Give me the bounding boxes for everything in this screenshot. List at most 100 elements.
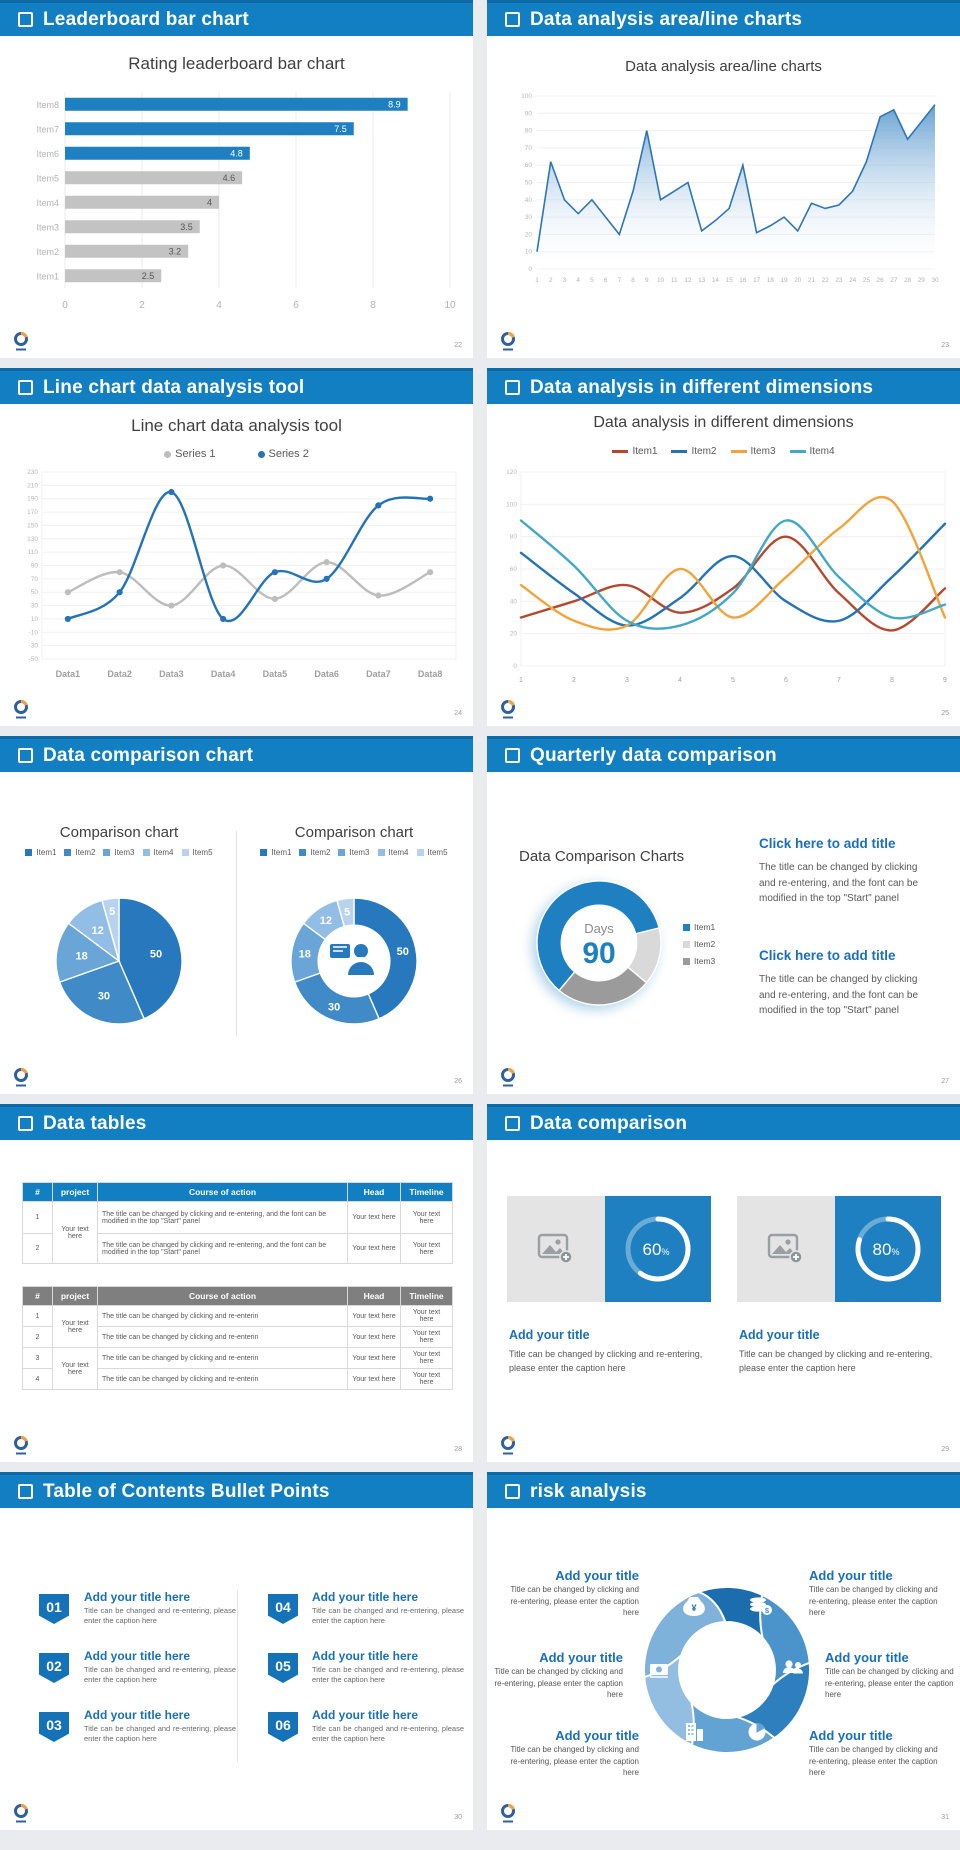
svg-text:4: 4 (678, 677, 682, 684)
slide-data-comparison-cards[interactable]: Data comparison 60% Add your title Title… (487, 1104, 960, 1462)
legend-label: Item5 (192, 848, 213, 857)
svg-text:Data3: Data3 (159, 669, 184, 679)
svg-text:20: 20 (510, 631, 518, 638)
svg-text:130: 130 (27, 536, 38, 543)
square-bullet-icon (18, 748, 33, 763)
square-bullet-icon (505, 1116, 520, 1131)
slide-dimensions-line-chart[interactable]: Data analysis in different dimensions Da… (487, 368, 960, 726)
slide-leaderboard-bar-chart[interactable]: Leaderboard bar chart Rating leaderboard… (0, 0, 473, 358)
svg-text:22: 22 (822, 277, 830, 284)
risk-caption: Title can be changed by clicking and re-… (809, 1585, 938, 1618)
svg-text:5: 5 (344, 907, 350, 919)
line-chart: -50 -30 -10 10 30 50 70 90 110 130 150 170 190 210 230… (27, 469, 457, 679)
card-caption: Title can be changed by clicking and re-… (509, 1349, 703, 1373)
svg-text:-30: -30 (29, 643, 39, 650)
svg-text:6: 6 (604, 277, 608, 284)
toc-badge: 04 (268, 1594, 298, 1624)
svg-text:5: 5 (109, 906, 115, 918)
block-body: The title can be changed by clicking and… (759, 974, 919, 1016)
svg-text:23: 23 (835, 277, 843, 284)
col-header: Timeline (400, 1182, 453, 1202)
svg-text:13: 13 (698, 277, 706, 284)
table-row: 2 The title can be changed by clicking a… (22, 1326, 453, 1348)
svg-text:1: 1 (519, 677, 523, 684)
svg-text:50: 50 (397, 946, 409, 958)
legend-item: Item1 (25, 848, 56, 857)
chart-legend: Item1 Item2 Item3 Item4 (487, 446, 960, 457)
coins-icon: $ (750, 1597, 772, 1615)
svg-text:1: 1 (535, 277, 539, 284)
slide-data-comparison-chart[interactable]: Data comparison chart Comparison chart C… (0, 736, 473, 1094)
svg-text:150: 150 (27, 522, 38, 529)
image-placeholder (507, 1196, 605, 1302)
toc-title: Add your title here (84, 1708, 191, 1722)
svg-text:50: 50 (525, 180, 533, 187)
legend-label: Item3 (114, 848, 135, 857)
slide-data-tables[interactable]: Data tables # project Course of action H… (0, 1104, 473, 1462)
svg-text:9: 9 (943, 677, 947, 684)
page-number: 28 (454, 1446, 462, 1453)
toc-caption: Title can be changed and re-entering, pl… (84, 1665, 236, 1685)
footer-logo (500, 331, 516, 353)
donut-chart-title: Comparison chart (294, 824, 414, 841)
svg-text:30: 30 (931, 277, 939, 284)
svg-text:70: 70 (525, 145, 533, 152)
pie-chart-title: Comparison chart (59, 824, 179, 841)
chart-title: Data analysis in different dimensions (593, 414, 854, 431)
page-number: 26 (454, 1078, 462, 1085)
slide-header-title: Data comparison chart (43, 744, 254, 766)
svg-text:10: 10 (444, 300, 456, 311)
svg-text:Data2: Data2 (107, 669, 132, 679)
square-bullet-icon (18, 1484, 33, 1499)
footer-logo (13, 1067, 29, 1089)
risk-title: Add your title (539, 1650, 623, 1665)
svg-text:20: 20 (794, 277, 802, 284)
comparison-card: 80% (737, 1196, 941, 1302)
svg-text:29: 29 (918, 277, 926, 284)
svg-text:30: 30 (328, 1002, 340, 1014)
toc-title: Add your title here (84, 1590, 191, 1604)
legend-label: Item2 (694, 939, 716, 949)
toc-caption: Title can be changed and re-entering, pl… (312, 1606, 464, 1626)
svg-text:60%: 60% (643, 1240, 670, 1259)
page-number: 27 (941, 1078, 949, 1085)
toc-title: Add your title here (312, 1708, 419, 1722)
slide-toc-bullets[interactable]: Table of Contents Bullet Points 01 Add y… (0, 1472, 473, 1830)
legend-swatch (730, 450, 747, 453)
svg-text:100: 100 (506, 501, 517, 508)
svg-text:50: 50 (31, 589, 39, 596)
svg-text:4: 4 (576, 277, 580, 284)
toc-badge: 03 (39, 1712, 69, 1742)
svg-text:100: 100 (521, 93, 532, 100)
slide-line-chart-tool[interactable]: Line chart data analysis tool Line chart… (0, 368, 473, 726)
legend-swatch (612, 450, 629, 453)
svg-text:8: 8 (370, 300, 376, 311)
legend-label: Item4 (388, 848, 409, 857)
slide-header-title: Leaderboard bar chart (43, 8, 249, 30)
svg-text:Days: Days (584, 921, 614, 936)
svg-text:14: 14 (712, 277, 720, 284)
slide-header-title: Quarterly data comparison (530, 744, 777, 766)
svg-text:4: 4 (216, 300, 222, 311)
svg-text:2.5: 2.5 (142, 271, 155, 281)
svg-text:6: 6 (293, 300, 299, 311)
legend-swatch (683, 940, 690, 948)
svg-text:Data8: Data8 (418, 669, 443, 679)
legend-label: Series 1 (175, 448, 216, 460)
pinwheel-blades (642, 1585, 812, 1755)
legend-item: Item1 (683, 922, 715, 932)
slide-quarterly-comparison[interactable]: Quarterly data comparison Data Compariso… (487, 736, 960, 1094)
svg-text:0: 0 (528, 266, 532, 273)
block-title: Click here to add title (759, 836, 896, 851)
legend-label: Item1 (632, 446, 658, 457)
legend-item: Series 1 (164, 448, 216, 460)
risk-caption: Title can be changed by clicking and re-… (510, 1585, 639, 1618)
footer-logo (500, 699, 516, 721)
slide-risk-analysis[interactable]: risk analysis ¥ $ (487, 1472, 960, 1830)
legend-swatch (683, 957, 690, 965)
slide-area-line-charts[interactable]: Data analysis area/line charts Data anal… (487, 0, 960, 358)
svg-text:15: 15 (726, 277, 734, 284)
divider (237, 1590, 238, 1762)
svg-text:80: 80 (510, 534, 518, 541)
legend-label: Item4 (153, 848, 174, 857)
